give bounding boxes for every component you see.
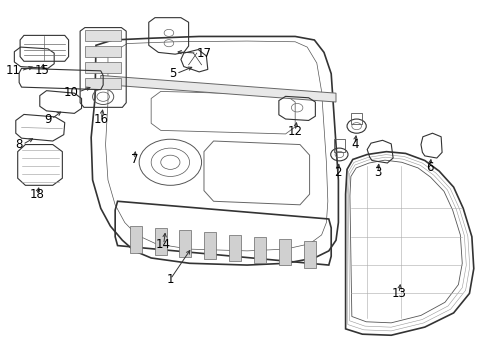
FancyBboxPatch shape — [179, 230, 192, 257]
Text: 15: 15 — [35, 64, 49, 77]
FancyBboxPatch shape — [304, 241, 317, 267]
Text: 17: 17 — [197, 46, 212, 60]
Text: 7: 7 — [131, 153, 138, 166]
Text: 11: 11 — [5, 64, 21, 77]
FancyBboxPatch shape — [85, 46, 121, 57]
Text: 5: 5 — [169, 67, 176, 80]
FancyBboxPatch shape — [85, 30, 121, 41]
FancyBboxPatch shape — [85, 62, 121, 73]
Text: 8: 8 — [15, 138, 23, 151]
FancyBboxPatch shape — [229, 235, 242, 261]
Text: 16: 16 — [94, 113, 109, 126]
Text: 2: 2 — [334, 166, 341, 179]
Text: 12: 12 — [288, 125, 303, 138]
Text: 4: 4 — [351, 138, 359, 151]
Text: 14: 14 — [156, 238, 171, 251]
Text: 13: 13 — [392, 287, 406, 300]
FancyBboxPatch shape — [254, 237, 267, 263]
FancyBboxPatch shape — [279, 239, 292, 265]
FancyBboxPatch shape — [154, 228, 167, 255]
FancyBboxPatch shape — [129, 226, 142, 253]
Text: 1: 1 — [167, 273, 174, 286]
Text: 3: 3 — [374, 166, 381, 179]
Polygon shape — [101, 76, 336, 102]
Text: 9: 9 — [44, 113, 51, 126]
FancyBboxPatch shape — [85, 77, 121, 89]
FancyBboxPatch shape — [204, 233, 217, 259]
Text: 10: 10 — [63, 86, 78, 99]
Text: 6: 6 — [426, 161, 433, 174]
Text: 18: 18 — [29, 188, 45, 201]
